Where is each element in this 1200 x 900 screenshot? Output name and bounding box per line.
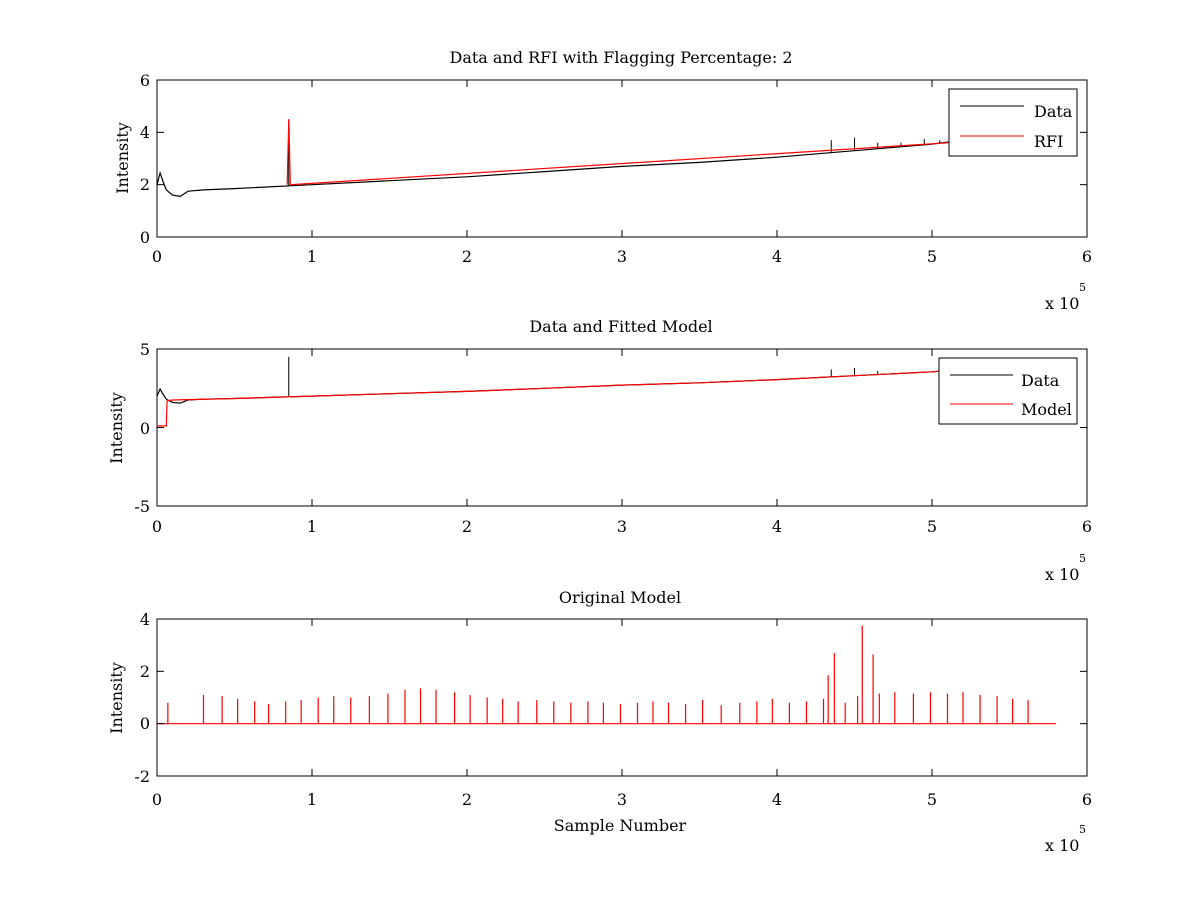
- panel-1-xticks: 0 1 2 3 4 5 6: [152, 247, 1092, 266]
- panel-3-xtick-label: 6: [1082, 790, 1092, 809]
- panel-1-ytick-label: 4: [140, 123, 150, 142]
- panel-2-xtick-label: 2: [462, 517, 472, 536]
- panel-1-title: Data and RFI with Flagging Percentage: 2: [449, 48, 792, 67]
- panel-1-legend-box: [948, 88, 1078, 157]
- panel-3-plot-area: [157, 625, 1056, 725]
- panel-1-legend-label-rfi: RFI: [1034, 132, 1063, 151]
- panel-3-ylabel: Intensity: [107, 662, 126, 734]
- panel-2-legend: Data Model: [938, 357, 1078, 425]
- panel-1-xtick-label: 2: [462, 247, 472, 266]
- panel-2-xtick-label: 5: [927, 517, 937, 536]
- panel-1-xtick-label: 1: [307, 247, 317, 266]
- panel-1-ylabel: Intensity: [113, 122, 132, 194]
- panel-2-axes-box: [156, 348, 1088, 507]
- panel-2-xticks: 0 1 2 3 4 5 6: [152, 517, 1092, 536]
- panel-3-ytick-label: -2: [134, 767, 150, 786]
- panel-3-axes-box: [156, 618, 1088, 777]
- panel-1-legend-label-data: Data: [1034, 102, 1073, 121]
- panel-2-xtick-label: 3: [617, 517, 627, 536]
- panel-3-x-exponent-power: 5: [1079, 823, 1086, 836]
- panel-2-plot-area: [156, 356, 964, 427]
- panel-2-xtick-label: 0: [152, 517, 162, 536]
- panel-2-ylabel: Intensity: [107, 392, 126, 464]
- panel-2-series-model-line: [157, 368, 964, 427]
- panel-1-ytick-label: 6: [140, 71, 150, 90]
- panel-3-xlabel: Sample Number: [554, 816, 687, 835]
- panel-2-x-exponent-power: 5: [1079, 552, 1086, 565]
- panel-3-title: Original Model: [559, 588, 681, 607]
- panel-1-legend: Data RFI: [948, 88, 1078, 157]
- panel-2-xtick-label: 1: [307, 517, 317, 536]
- panel-3-ytick-label: 0: [140, 714, 150, 733]
- panel-2-ytick-label: -5: [134, 497, 150, 516]
- panel-1-xtick-label: 0: [152, 247, 162, 266]
- panel-1-ytick-label: 0: [140, 228, 150, 247]
- panel-2-xtick-label: 6: [1082, 517, 1092, 536]
- panel-3-xtick-label: 1: [307, 790, 317, 809]
- panel-1-xtick-label: 6: [1082, 247, 1092, 266]
- panel-2-yticks: -5 0 5: [134, 340, 150, 516]
- panel-2-legend-box: [938, 357, 1078, 425]
- panel-3-ytick-label: 4: [140, 610, 150, 629]
- panel-1-yticks: 0 2 4 6: [140, 71, 150, 247]
- panel-2-x-exponent: x 10: [1045, 565, 1079, 584]
- panel-3: Original Model Intensity 0 1 2 3 4 5 6 -…: [107, 588, 1092, 855]
- panel-1-x-exponent-power: 5: [1079, 281, 1086, 294]
- panel-3-xtick-label: 0: [152, 790, 162, 809]
- panel-2-xtick-label: 4: [772, 517, 782, 536]
- panel-3-ytick-label: 2: [140, 662, 150, 681]
- panel-2-ytick-label: 5: [140, 340, 150, 359]
- panel-1-xtick-label: 3: [617, 247, 627, 266]
- panel-3-yticks: -2 0 2 4: [134, 610, 150, 786]
- panel-1-ytick-label: 2: [140, 175, 150, 194]
- panel-1-series-data-line: [156, 139, 964, 198]
- panel-1-xtick-label: 5: [927, 247, 937, 266]
- panel-1-axes-box: [156, 79, 1088, 238]
- panel-2-title: Data and Fitted Model: [529, 317, 712, 336]
- panel-1: Data and RFI with Flagging Percentage: 2…: [113, 48, 1092, 313]
- panel-3-x-exponent: x 10: [1045, 836, 1079, 855]
- panel-3-xtick-label: 2: [462, 790, 472, 809]
- panel-1-xtick-label: 4: [772, 247, 782, 266]
- panel-2-ytick-label: 0: [140, 419, 150, 438]
- panel-3-xtick-label: 3: [617, 790, 627, 809]
- panel-3-xtick-label: 5: [927, 790, 937, 809]
- panel-3-xticks: 0 1 2 3 4 5 6: [152, 790, 1092, 809]
- panel-1-x-exponent: x 10: [1045, 294, 1079, 313]
- panel-2-legend-label-model: Model: [1021, 400, 1072, 419]
- panel-3-xtick-label: 4: [772, 790, 782, 809]
- panel-2-legend-label-data: Data: [1021, 371, 1060, 390]
- panel-2: Data and Fitted Model Intensity 0 1 2 3 …: [107, 317, 1092, 584]
